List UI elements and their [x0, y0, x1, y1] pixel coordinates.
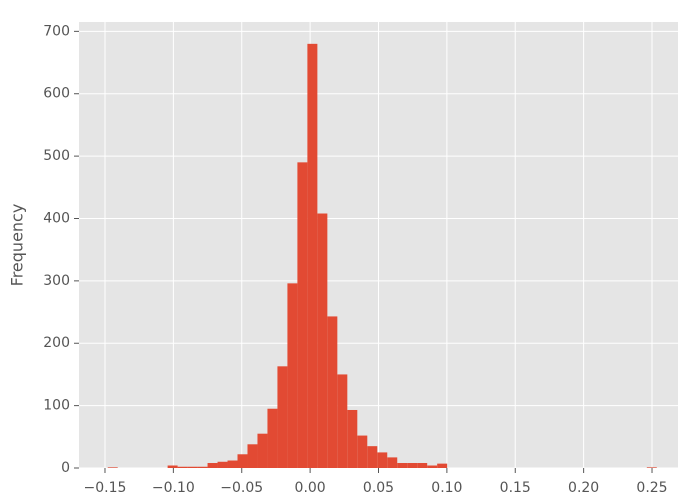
bar — [307, 43, 318, 469]
x-tick-label: 0.00 — [295, 480, 326, 496]
bar — [247, 444, 258, 468]
bar — [347, 409, 358, 468]
bar — [407, 463, 418, 468]
bar — [217, 461, 228, 468]
bar — [227, 460, 238, 468]
x-tick-label: 0.05 — [363, 480, 394, 496]
bar — [427, 465, 438, 468]
bar — [387, 457, 398, 468]
y-tick-label: 700 — [43, 23, 70, 39]
x-tick-label: −0.15 — [84, 480, 127, 496]
y-tick-label: 400 — [43, 210, 70, 226]
bar — [397, 463, 408, 468]
bar — [367, 446, 378, 468]
bar — [167, 465, 178, 468]
bar — [417, 463, 428, 468]
x-tick-label: 0.10 — [431, 480, 462, 496]
x-tick-label: 0.15 — [500, 480, 531, 496]
x-tick-label: −0.10 — [152, 480, 195, 496]
bar — [297, 162, 308, 468]
bar — [257, 433, 268, 468]
bar — [646, 467, 657, 468]
x-tick-label: 0.25 — [636, 480, 667, 496]
bar — [177, 466, 188, 468]
y-tick-label: 100 — [43, 398, 70, 414]
bar — [277, 366, 288, 468]
x-tick-label: 0.20 — [568, 480, 599, 496]
bar — [437, 463, 448, 468]
bar — [207, 463, 218, 468]
y-tick-label: 200 — [43, 335, 70, 351]
bar — [287, 283, 298, 468]
y-axis-label: Frequency — [8, 204, 27, 287]
y-tick-label: 500 — [43, 148, 70, 164]
bar — [237, 454, 248, 468]
bar — [267, 408, 278, 468]
y-tick-label: 300 — [43, 273, 70, 289]
y-tick-label: 0 — [61, 460, 70, 476]
bar — [187, 466, 198, 468]
bar — [317, 213, 328, 468]
bar — [377, 452, 388, 468]
bar — [327, 316, 338, 468]
y-tick-label: 600 — [43, 86, 70, 102]
bar — [197, 466, 208, 468]
bar — [337, 374, 348, 468]
bar — [357, 435, 368, 468]
x-tick-label: −0.05 — [220, 480, 263, 496]
bar — [107, 467, 118, 468]
